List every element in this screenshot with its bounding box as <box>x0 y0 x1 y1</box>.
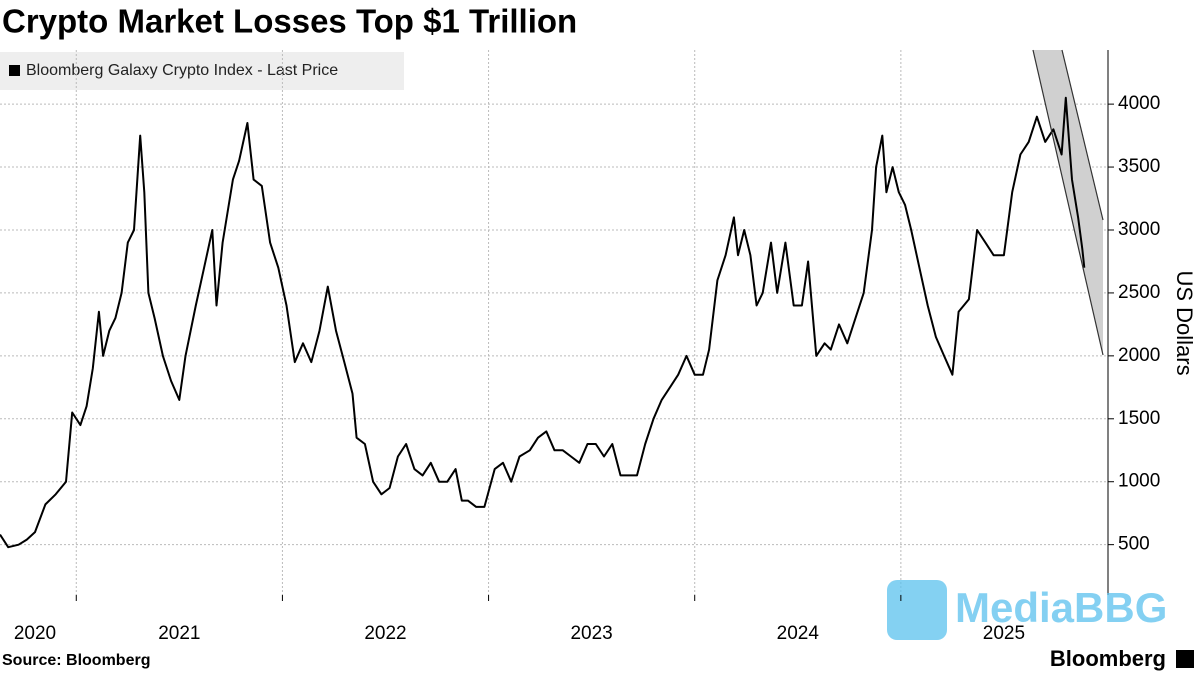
y-axis-label: US Dollars <box>1172 270 1197 375</box>
watermark: MediaBBG <box>955 584 1167 631</box>
y-tick-label: 2000 <box>1118 345 1160 366</box>
y-tick-label: 3000 <box>1118 219 1160 240</box>
y-tick-label: 4000 <box>1118 93 1160 114</box>
x-tick-label: 2022 <box>364 623 406 644</box>
chart-title: Crypto Market Losses Top $1 Trillion <box>2 3 577 40</box>
legend-label: Bloomberg Galaxy Crypto Index - Last Pri… <box>26 62 338 79</box>
y-tick-label: 1500 <box>1118 408 1160 429</box>
channel-lower <box>1032 49 1104 356</box>
y-tick-label: 1000 <box>1118 471 1160 492</box>
legend-box <box>0 52 404 90</box>
y-tick-label: 2500 <box>1118 282 1160 303</box>
channel-upper <box>1061 49 1104 221</box>
y-tick-label: 500 <box>1118 534 1150 555</box>
price-line <box>0 96 1086 549</box>
legend-swatch <box>9 65 20 76</box>
brand: Bloomberg <box>1050 646 1166 671</box>
x-tick-label: 2021 <box>158 623 200 644</box>
brand-icon <box>1176 650 1194 668</box>
x-tick-label: 2020 <box>14 623 56 644</box>
y-tick-label: 3500 <box>1118 156 1160 177</box>
x-tick-label: 2023 <box>570 623 612 644</box>
x-tick-label: 2024 <box>777 623 820 644</box>
x-tick-label: 2025 <box>983 623 1025 644</box>
watermark-icon <box>887 580 947 640</box>
source: Source: Bloomberg <box>2 652 150 669</box>
